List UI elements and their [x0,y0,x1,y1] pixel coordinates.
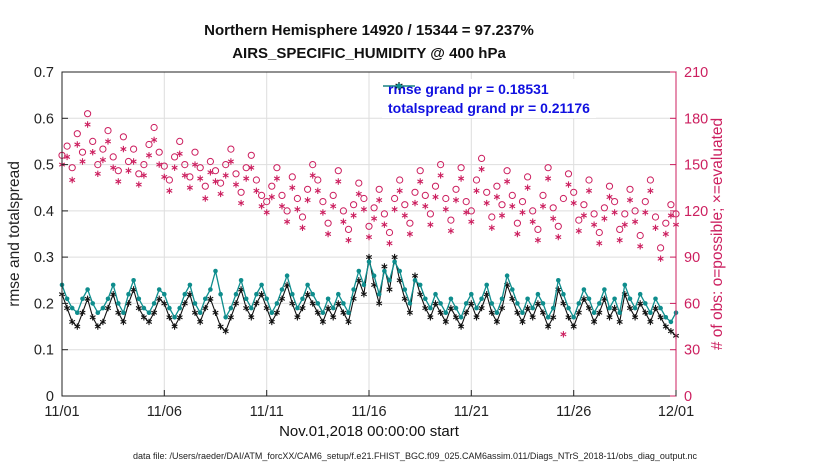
legend-item: rmse grand pr = 0.18531 [383,81,590,97]
svg-text:150: 150 [684,158,708,174]
svg-text:180: 180 [684,111,708,127]
svg-text:12/01: 12/01 [658,404,694,420]
svg-text:0.7: 0.7 [34,65,54,81]
series-possible [58,110,680,252]
svg-text:11/21: 11/21 [454,404,489,420]
svg-text:120: 120 [684,204,708,220]
svg-text:30: 30 [684,343,700,359]
x-axis-tick-labels: 11/01 11/06 11/11 11/16 11/21 11/26 12/01 [44,404,694,420]
chart-title-line2: AIRS_SPECIFIC_HUMIDITY @ 400 hPa [232,45,506,62]
y-axis-tick-labels-right: 0 30 60 90 120 150 180 210 [684,65,708,405]
svg-text:11/06: 11/06 [147,404,182,420]
y-axis-label-right: # of obs: o=possible; ×=evaluated [709,118,726,350]
x-axis-ticks [61,390,677,396]
y-axis-ticks-left [62,71,68,397]
svg-text:0: 0 [684,389,692,405]
legend: rmse grand pr = 0.18531 totalspread grand… [382,79,596,118]
legend-label: rmse grand pr = 0.18531 [388,81,549,97]
series-totalspread [59,259,679,325]
series-evaluated [58,121,680,338]
svg-text:0.3: 0.3 [34,250,54,266]
y-axis-label-left: rmse and totalspread [6,161,23,307]
svg-text:11/26: 11/26 [556,404,591,420]
x-axis-label: Nov.01,2018 00:00:00 start [279,423,459,440]
y-axis-ticks-right [670,71,676,397]
svg-text:210: 210 [684,65,708,81]
y-axis-tick-labels-left: 0 0.1 0.2 0.3 0.4 0.5 0.6 0.7 [34,65,54,405]
svg-text:0.4: 0.4 [34,204,54,220]
svg-text:0: 0 [46,389,54,405]
svg-text:0.1: 0.1 [34,343,54,359]
legend-totalspread-marker [383,83,415,89]
svg-text:0.5: 0.5 [34,158,54,174]
svg-text:11/16: 11/16 [351,404,386,420]
chart-title-line1: Northern Hemisphere 14920 / 15344 = 97.2… [204,22,534,39]
data-file-caption: data file: /Users/raeder/DAI/ATM_forcXX/… [133,451,697,461]
svg-text:60: 60 [684,296,700,312]
svg-text:0.6: 0.6 [34,111,54,127]
svg-text:90: 90 [684,250,700,266]
svg-text:11/11: 11/11 [250,404,284,420]
svg-text:11/01: 11/01 [44,404,79,420]
legend-label: totalspread grand pr = 0.21176 [388,100,590,116]
svg-text:0.2: 0.2 [34,296,54,312]
legend-item: totalspread grand pr = 0.21176 [383,83,590,116]
